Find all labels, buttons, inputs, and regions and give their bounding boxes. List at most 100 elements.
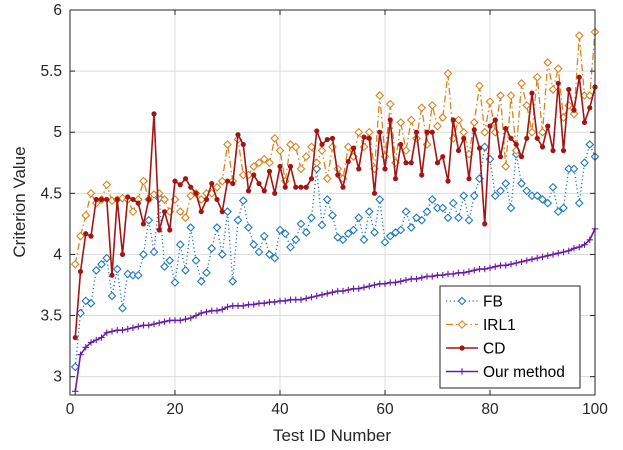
- data-point: [270, 253, 280, 263]
- data-point: [172, 178, 178, 184]
- data-point: [490, 191, 500, 201]
- data-point: [72, 334, 78, 341]
- y-tick-label: 3.5: [40, 308, 62, 325]
- data-point: [543, 198, 553, 208]
- data-point: [454, 115, 463, 125]
- data-point: [312, 158, 322, 168]
- data-point: [429, 273, 436, 280]
- data-point: [308, 176, 315, 182]
- data-point: [382, 166, 388, 172]
- data-point: [98, 334, 105, 341]
- data-point: [298, 184, 304, 190]
- data-point: [359, 235, 369, 245]
- data-point: [76, 308, 85, 318]
- data-point: [497, 154, 504, 160]
- data-point: [438, 113, 448, 122]
- data-point: [339, 287, 347, 295]
- data-point: [192, 312, 200, 319]
- y-tick-label: 4.5: [40, 185, 62, 202]
- data-point: [360, 284, 368, 291]
- data-point: [280, 229, 290, 239]
- data-point: [303, 184, 309, 190]
- data-point: [196, 195, 206, 204]
- data-point: [375, 91, 385, 100]
- data-point: [177, 182, 183, 188]
- data-point: [548, 182, 558, 192]
- data-point: [507, 261, 515, 268]
- data-point: [193, 190, 199, 196]
- data-point: [576, 74, 582, 80]
- data-point: [355, 285, 362, 292]
- data-point: [544, 252, 551, 259]
- data-point: [167, 227, 173, 233]
- data-point: [156, 319, 163, 327]
- data-point: [419, 172, 425, 178]
- data-point: [317, 146, 327, 155]
- data-point: [93, 196, 99, 203]
- data-point: [443, 69, 453, 78]
- data-point: [149, 247, 159, 257]
- data-point: [86, 188, 96, 198]
- data-point: [429, 129, 435, 135]
- data-point: [265, 158, 274, 168]
- data-point: [528, 256, 536, 263]
- data-point: [396, 225, 406, 235]
- data-point: [212, 223, 222, 232]
- data-point: [581, 119, 588, 126]
- x-tick-label: 60: [376, 401, 394, 418]
- series-line: [74, 228, 596, 392]
- data-point: [97, 259, 106, 269]
- data-point: [401, 207, 411, 217]
- data-point: [555, 80, 561, 86]
- data-point: [119, 251, 126, 258]
- data-point: [314, 128, 320, 134]
- data-point: [529, 90, 535, 96]
- data-point: [440, 154, 446, 160]
- data-point: [259, 231, 269, 241]
- data-point: [114, 196, 120, 203]
- data-point: [418, 274, 425, 281]
- data-point: [492, 263, 499, 270]
- legend-item: CD: [446, 341, 505, 358]
- data-point: [457, 296, 467, 306]
- data-point: [146, 196, 152, 203]
- data-point: [224, 303, 231, 311]
- data-point: [135, 323, 142, 330]
- data-point: [112, 264, 122, 274]
- data-point: [202, 268, 211, 278]
- data-point: [560, 147, 567, 154]
- data-point: [466, 176, 472, 182]
- data-point: [506, 91, 516, 100]
- data-point: [555, 250, 562, 257]
- data-point: [401, 146, 411, 155]
- plot-frame: [69, 9, 596, 396]
- y-tick-label: 4: [53, 246, 62, 263]
- data-point: [124, 325, 131, 333]
- data-point: [217, 250, 227, 259]
- legend: FB IRL1 CD Our method: [439, 285, 581, 389]
- data-point: [261, 188, 267, 194]
- data-point: [403, 160, 409, 166]
- data-point: [203, 308, 210, 316]
- data-point: [104, 196, 110, 203]
- data-point: [534, 135, 540, 141]
- data-point: [245, 188, 252, 194]
- data-point: [275, 146, 285, 155]
- data-point: [297, 296, 305, 303]
- data-point: [329, 289, 336, 296]
- data-point: [587, 105, 593, 111]
- data-point: [522, 100, 532, 110]
- data-point: [439, 272, 446, 279]
- data-point: [317, 220, 327, 230]
- data-point: [471, 267, 478, 274]
- data-point: [501, 179, 511, 188]
- data-point: [250, 301, 257, 308]
- data-point: [517, 78, 526, 88]
- data-point: [324, 290, 331, 297]
- data-point: [98, 196, 105, 203]
- data-point: [586, 236, 593, 243]
- legend-item: IRL1: [446, 317, 516, 334]
- series-fb: [70, 140, 600, 372]
- data-point: [455, 147, 462, 154]
- data-point: [228, 276, 238, 286]
